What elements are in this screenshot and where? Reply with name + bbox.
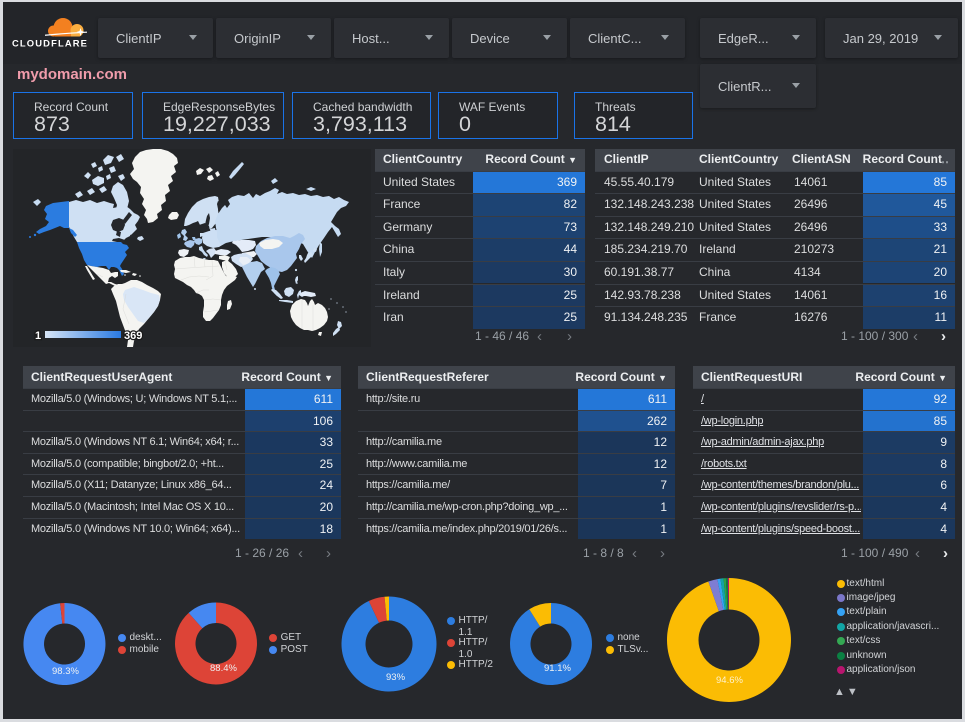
svg-text:369: 369 — [124, 330, 142, 342]
svg-text:1: 1 — [35, 330, 41, 342]
svg-text:CLOUDFLARE: CLOUDFLARE — [12, 38, 88, 49]
